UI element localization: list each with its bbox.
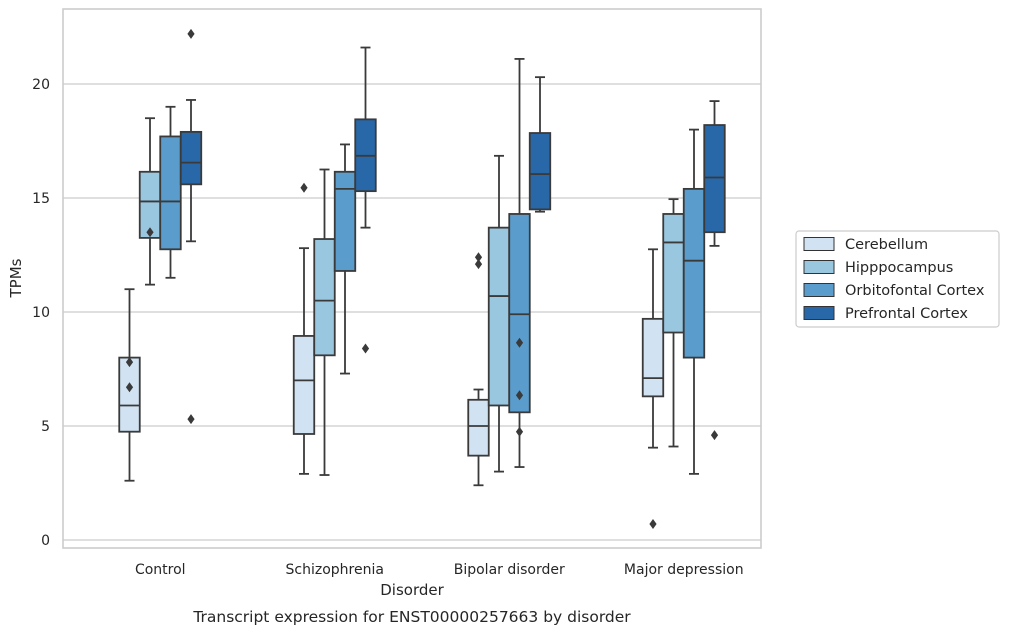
outlier-point bbox=[515, 390, 524, 401]
legend: Cerebellum Hipppocampus Orbitofontal Corte… bbox=[795, 230, 1000, 328]
legend-swatch bbox=[803, 306, 835, 320]
outlier-point bbox=[649, 519, 657, 530]
box-prefrontal-cortex bbox=[179, 28, 203, 425]
box-iqr bbox=[333, 170, 357, 272]
box-prefrontal-cortex bbox=[703, 100, 726, 441]
box-cerebellum bbox=[467, 252, 490, 487]
outlier-point bbox=[474, 259, 483, 270]
legend-label: Prefrontal Cortex bbox=[845, 306, 968, 322]
box-iqr bbox=[159, 135, 182, 251]
x-tick-label: Bipolar disorder bbox=[454, 562, 565, 578]
x-axis-label: Disorder bbox=[380, 581, 444, 599]
x-tick-label: Control bbox=[135, 562, 186, 578]
outlier-point bbox=[187, 414, 195, 425]
box-iqr bbox=[292, 335, 316, 435]
box-hipppocampus bbox=[487, 154, 511, 473]
y-tick-labels: 0 5 10 15 20 bbox=[32, 77, 50, 549]
box-hipppocampus bbox=[662, 198, 685, 448]
box-hipppocampus bbox=[313, 168, 336, 476]
legend-frame bbox=[795, 230, 1000, 328]
box-hipppocampus bbox=[138, 117, 162, 286]
box-cerebellum bbox=[292, 182, 316, 475]
x-tick-labels: Control Schizophrenia Bipolar disorder Majo… bbox=[135, 562, 744, 578]
outlier-point bbox=[125, 357, 134, 368]
box-iqr bbox=[528, 132, 552, 211]
y-tick-label: 5 bbox=[41, 419, 50, 435]
y-axis-label: TPMs bbox=[7, 258, 25, 298]
y-tick-label: 0 bbox=[41, 533, 50, 549]
outlier-point bbox=[515, 426, 524, 437]
box-orbitofontal-cortex bbox=[159, 105, 182, 279]
box-iqr bbox=[313, 238, 336, 357]
outlier-point bbox=[125, 382, 134, 393]
box-iqr bbox=[703, 124, 726, 234]
y-tick-label: 15 bbox=[32, 191, 50, 207]
box-cerebellum bbox=[118, 288, 141, 482]
outlier-point bbox=[300, 182, 308, 193]
legend-swatch bbox=[803, 260, 835, 274]
outlier-point bbox=[361, 343, 370, 354]
x-tick-label: Schizophrenia bbox=[286, 562, 384, 578]
y-tick-label: 20 bbox=[32, 77, 50, 93]
box-orbitofontal-cortex bbox=[682, 128, 706, 475]
box-iqr bbox=[179, 130, 203, 186]
outlier-point bbox=[474, 252, 483, 263]
box-iqr bbox=[641, 317, 665, 398]
box-iqr bbox=[682, 187, 706, 359]
x-tick-label: Major depression bbox=[624, 562, 744, 578]
box-iqr bbox=[467, 398, 490, 457]
legend-swatch bbox=[803, 237, 835, 251]
box-iqr bbox=[508, 213, 531, 414]
box-prefrontal-cortex bbox=[528, 76, 552, 213]
outlier-point bbox=[146, 227, 154, 238]
box-cerebellum bbox=[641, 248, 665, 530]
outlier-point bbox=[187, 28, 195, 39]
outlier-point bbox=[710, 430, 719, 441]
box-iqr bbox=[118, 356, 141, 433]
box-iqr bbox=[662, 213, 685, 334]
legend-label: Cerebellum bbox=[845, 237, 928, 253]
plot-area-frame bbox=[62, 8, 762, 549]
figure-caption: Transcript expression for ENST0000025766… bbox=[192, 608, 631, 626]
legend-label: Hipppocampus bbox=[845, 260, 953, 276]
box-iqr bbox=[487, 226, 511, 407]
outlier-point bbox=[515, 337, 524, 348]
legend-swatch bbox=[803, 283, 835, 297]
legend-label: Orbitofontal Cortex bbox=[845, 283, 985, 299]
box-orbitofontal-cortex bbox=[333, 143, 357, 375]
box-prefrontal-cortex bbox=[354, 46, 377, 354]
box-orbitofontal-cortex bbox=[508, 58, 531, 468]
y-tick-label: 10 bbox=[32, 305, 50, 321]
box-series bbox=[118, 28, 726, 530]
